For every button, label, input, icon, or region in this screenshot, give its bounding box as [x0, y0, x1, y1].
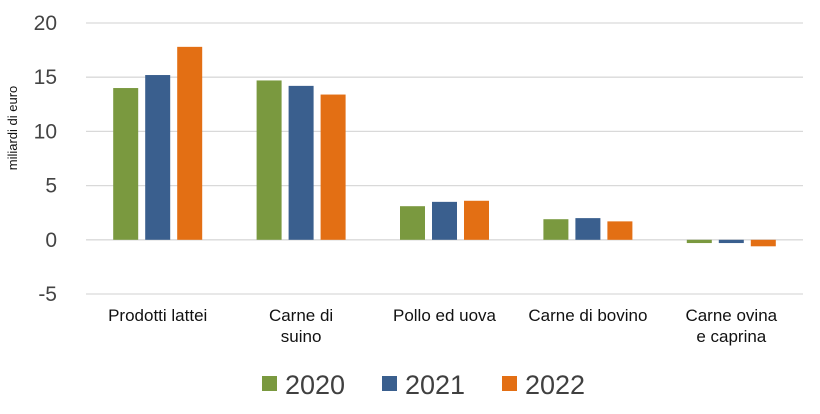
- bar-2020-0: [113, 88, 139, 240]
- category-label: Pollo ed uova: [393, 306, 497, 325]
- bar-2022-2: [464, 200, 489, 240]
- category-label: Prodotti lattei: [108, 306, 207, 325]
- y-tick-label: 10: [34, 120, 57, 143]
- y-tick-label: 0: [45, 229, 57, 252]
- bar-2021-3: [575, 218, 601, 240]
- bar-2022-0: [177, 46, 203, 240]
- legend-swatch-2021: [382, 376, 397, 391]
- bar-2021-2: [432, 201, 457, 240]
- bar-2021-0: [145, 75, 171, 240]
- legend-label-2022: 2022: [525, 370, 585, 400]
- bar-2022-1: [320, 94, 346, 240]
- y-tick-label: 15: [34, 66, 57, 89]
- gridlines: [86, 22, 803, 295]
- bar-2021-1: [288, 85, 314, 240]
- legend-label-2020: 2020: [285, 370, 345, 400]
- y-tick-label: -5: [38, 283, 57, 306]
- legend-label-2021: 2021: [405, 370, 465, 400]
- bar-2020-1: [256, 80, 282, 240]
- category-labels: Prodotti lattei Carne di suino Pollo ed uov…: [108, 306, 778, 346]
- y-tick-label: 5: [45, 175, 57, 198]
- bar-2020-4: [686, 239, 712, 244]
- bar-2021-4: [718, 239, 744, 244]
- bar-2020-3: [543, 219, 569, 240]
- bar-2022-3: [607, 221, 633, 240]
- legend-swatch-2020: [262, 376, 277, 391]
- legend: 2020 2021 2022: [262, 370, 585, 400]
- y-axis-ticks: -5 0 5 10 15 20: [34, 12, 57, 306]
- category-label: Carne ovina e caprina: [685, 306, 777, 346]
- y-axis-label: miliardi di euro: [5, 86, 20, 171]
- legend-swatch-2022: [502, 376, 517, 391]
- category-label: Carne di suino: [269, 306, 333, 346]
- y-tick-label: 20: [34, 12, 57, 35]
- bar-2022-4: [750, 239, 776, 247]
- category-label: Carne di bovino: [528, 306, 647, 325]
- bars: [113, 46, 776, 247]
- bar-2020-2: [400, 206, 425, 240]
